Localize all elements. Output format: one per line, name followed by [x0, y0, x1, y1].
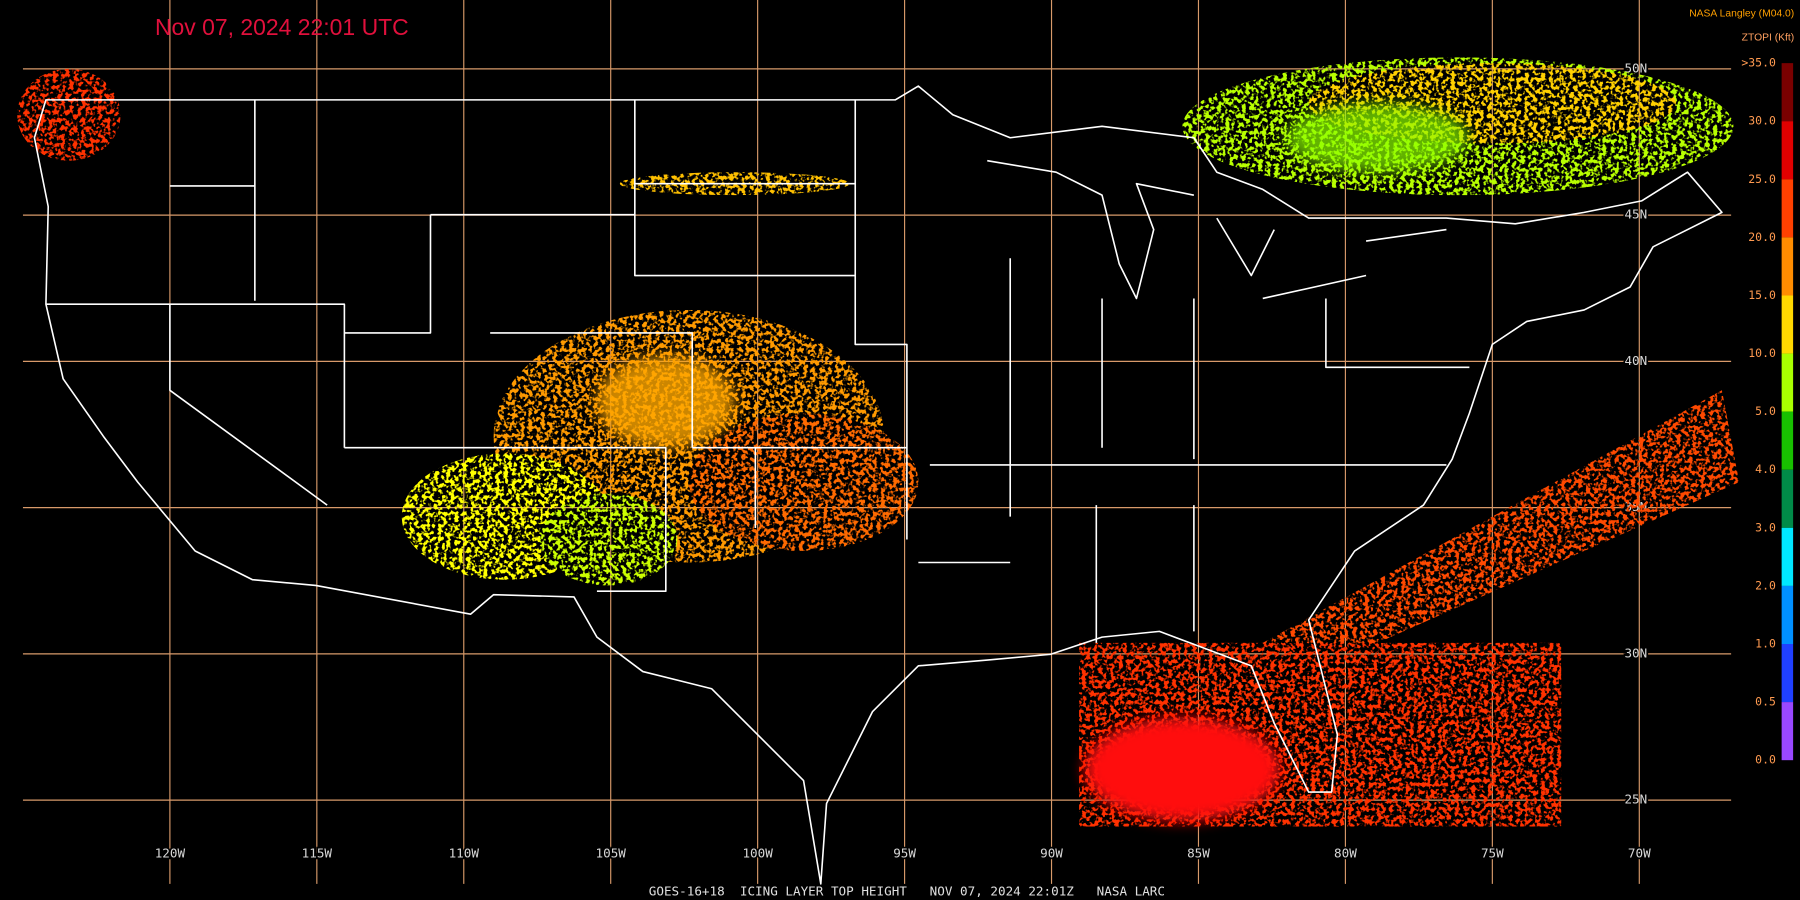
colorbar-label: 3.0: [1755, 520, 1776, 534]
latitude-label: 25N: [1624, 792, 1647, 807]
longitude-label: 90W: [1040, 846, 1063, 861]
source-label: NASA Langley (M04.0): [1689, 9, 1794, 20]
colorbar-label: 15.0: [1748, 288, 1776, 302]
longitude-label: 100W: [742, 846, 773, 861]
colorbar-label: 20.0: [1748, 230, 1776, 244]
colorbar-segment: [1781, 702, 1794, 761]
longitude-label: 120W: [155, 846, 186, 861]
colorbar-label: 10.0: [1748, 346, 1776, 360]
colorbar-label: 30.0: [1748, 114, 1776, 128]
colorbar-segment: [1781, 121, 1794, 180]
longitude-label: 115W: [302, 846, 333, 861]
cloud-layer: [17, 57, 1740, 827]
timestamp-title: Nov 07, 2024 22:01 UTC: [155, 14, 409, 40]
latitude-label: 45N: [1624, 207, 1647, 222]
colorbar-segment: [1781, 295, 1794, 354]
colorbar-segment: [1781, 469, 1794, 528]
great-lakes: [987, 159, 1447, 300]
colorbar-segment: [1781, 527, 1794, 586]
product-label: ZTOPI (Kft): [1742, 33, 1795, 44]
colorbar-label: 0.5: [1755, 695, 1776, 709]
colorbar-label: 4.0: [1755, 462, 1776, 476]
latitude-label: 30N: [1624, 645, 1647, 660]
colorbar-segment: [1781, 644, 1794, 703]
colorbar-segment: [1781, 179, 1794, 238]
colorbar-label: 2.0: [1755, 578, 1776, 592]
footer: GOES-16+18 ICING LAYER TOP HEIGHT NOV 07…: [649, 883, 1165, 898]
longitude-label: 80W: [1334, 846, 1357, 861]
longitude-label: 95W: [893, 846, 916, 861]
colorbar-segment: [1781, 237, 1794, 296]
colorbar-segment: [1781, 63, 1794, 122]
longitude-label: 110W: [449, 846, 480, 861]
longitude-label: 85W: [1187, 846, 1210, 861]
longitude-label: 70W: [1628, 846, 1651, 861]
boundaries: [33, 85, 1723, 885]
latitude-label: 40N: [1624, 353, 1647, 368]
colorbar: >35.0 30.0 25.0 20.0 15.0 10.0 5.0 4.0 3.0 2.0 1.0…: [1741, 56, 1794, 767]
state-lines: [45, 99, 1470, 643]
colorbar-label: 0.0: [1755, 753, 1776, 767]
colorbar-segment: [1781, 353, 1794, 412]
colorbar-label: 1.0: [1755, 637, 1776, 651]
colorbar-label: >35.0: [1741, 56, 1776, 70]
coastline: [33, 85, 1723, 885]
longitude-label: 75W: [1481, 846, 1504, 861]
colorbar-label: 5.0: [1755, 404, 1776, 418]
colorbar-label: 25.0: [1748, 172, 1776, 186]
longitude-label: 105W: [596, 846, 627, 861]
colorbar-segment: [1781, 585, 1794, 645]
colorbar-segment: [1781, 411, 1794, 470]
